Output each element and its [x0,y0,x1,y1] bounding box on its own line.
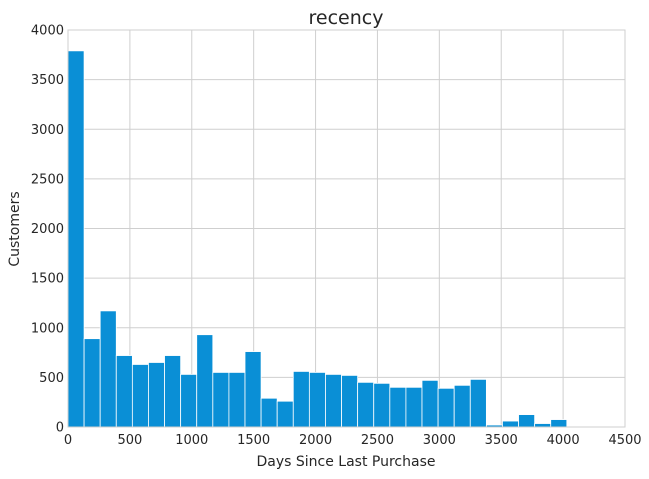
histogram-bar-18 [357,381,375,428]
x-tick-label: 2500 [361,433,394,448]
histogram-bar-9 [212,372,230,428]
histogram-bar-13 [276,400,294,428]
x-tick-label: 1000 [175,433,208,448]
y-tick-label: 2500 [31,172,64,187]
y-tick-labels: 0 500 1000 1500 2000 2500 3000 3500 4000 [31,24,64,436]
x-tick-label: 3500 [485,433,518,448]
histogram-bar-23 [437,387,455,428]
y-tick-label: 3000 [31,123,64,138]
histogram-bar-4 [131,364,149,428]
y-tick-label: 500 [39,371,64,386]
x-tick-label: 2000 [299,433,332,448]
histogram-bar-10 [228,372,246,428]
histogram-bar-2 [99,310,117,428]
histogram-bar-21 [405,386,423,428]
plot-frame [67,29,626,428]
y-tick-label: 2000 [31,222,64,237]
histogram-bar-6 [164,355,182,428]
y-tick-label: 4000 [31,24,64,39]
chart-title: recency [309,7,384,29]
x-tick-labels: 0 500 1000 1500 2000 2500 3000 3500 4000 4500 [64,433,642,448]
histogram-bar-17 [341,374,359,428]
y-tick-label: 0 [56,421,64,436]
histogram-bar-19 [373,382,391,428]
histogram-bar-27 [502,420,519,428]
histogram-bar-30 [550,419,568,428]
histogram-bar-14 [292,371,310,428]
histogram-bar-0 [67,50,85,428]
histogram-bar-7 [180,373,198,428]
y-tick-label: 1500 [31,272,64,287]
x-axis-label: Days Since Last Purchase [257,454,436,470]
histogram-bar-20 [389,386,407,428]
histogram-bar-5 [148,362,165,428]
x-tick-label: 3000 [423,433,456,448]
x-tick-label: 0 [64,433,72,448]
x-tick-label: 4000 [547,433,580,448]
y-axis-label: Customers [7,191,23,266]
histogram-bar-3 [115,355,133,428]
bars [67,50,568,428]
histogram-bar-11 [244,351,262,428]
y-tick-label: 3500 [31,73,64,88]
histogram-bar-12 [260,397,278,428]
histogram-bar-8 [196,334,214,428]
y-tick-label: 1000 [31,321,64,336]
histogram-bar-15 [308,372,326,428]
histogram-bar-22 [421,379,439,428]
plot-border [67,29,626,428]
histogram-bar-29 [534,423,552,428]
x-tick-label: 4500 [608,433,641,448]
x-tick-label: 1500 [237,433,270,448]
x-tick-label: 500 [117,433,142,448]
histogram-bar-28 [518,414,536,428]
histogram-bar-24 [453,384,471,428]
histogram-bar-1 [83,338,101,428]
histogram-bar-25 [469,378,487,428]
histogram-bar-16 [325,373,342,428]
